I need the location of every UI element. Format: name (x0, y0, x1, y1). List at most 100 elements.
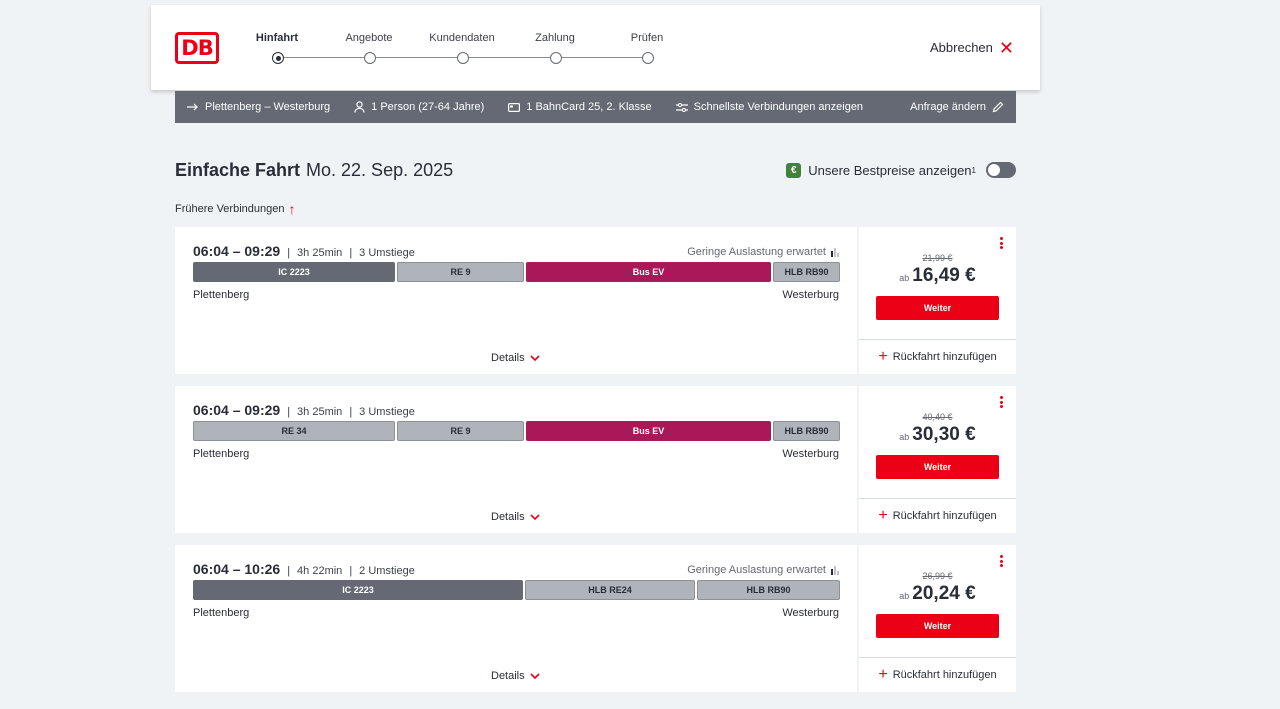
more-vertical-icon[interactable] (1000, 555, 1004, 567)
old-price: 21,99 € (922, 253, 953, 263)
details-toggle[interactable]: Details (491, 352, 540, 364)
destination-station: Westerburg (782, 289, 839, 301)
transfers: 2 Umstiege (359, 565, 415, 577)
connection-info[interactable]: 06:04 – 10:26 | 4h 22min | 2 Umstiege Ge… (175, 545, 857, 692)
connection-card: 06:04 – 10:26 | 4h 22min | 2 Umstiege Ge… (175, 545, 1016, 692)
results-title-row: Einfache Fahrt Mo. 22. Sep. 2025 € Unsere… (175, 160, 1016, 184)
price: ab 16,49 € (859, 265, 1016, 287)
connection-info[interactable]: 06:04 – 09:29 | 3h 25min | 3 Umstiege RE… (175, 386, 857, 533)
more-vertical-icon[interactable] (1000, 237, 1004, 249)
destination-station: Westerburg (782, 448, 839, 460)
step-kundendaten-label: Kundendaten (429, 32, 495, 44)
trip-type: Einfache Fahrt (175, 160, 301, 180)
price-panel: 21,99 € ab 16,49 € Weiter + Rückfahrt hin… (859, 227, 1016, 374)
separator: | (349, 247, 353, 259)
best-prices-label: Unsere Bestpreise anzeigen (808, 162, 972, 178)
old-price: 26,99 € (922, 571, 953, 581)
bahncard-text: 1 BahnCard 25, 2. Klasse (526, 101, 652, 113)
best-prices-toggle-row: € Unsere Bestpreise anzeigen 1 (786, 162, 1016, 178)
segment: Bus EV (526, 421, 771, 441)
segment: RE 9 (397, 421, 524, 441)
passenger-text: 1 Person (27-64 Jahre) (371, 101, 485, 113)
fastest-filter[interactable]: Schnellste Verbindungen anzeigen (675, 101, 864, 113)
segment: IC 2223 (193, 580, 523, 600)
step-hinfahrt-dot (272, 52, 284, 64)
separator: | (349, 406, 353, 418)
segment: HLB RB90 (697, 580, 840, 600)
departure-arrival-times: 06:04 – 09:29 (193, 243, 281, 259)
cancel-label: Abbrechen (930, 40, 993, 55)
add-return-label: Rückfahrt hinzufügen (892, 669, 997, 681)
add-return-button[interactable]: + Rückfahrt hinzufügen (859, 339, 1016, 374)
best-prices-toggle[interactable] (986, 162, 1016, 178)
plus-icon: + (878, 348, 888, 365)
connection-info[interactable]: 06:04 – 09:29 | 3h 25min | 3 Umstiege Ge… (175, 227, 857, 374)
destination-station: Westerburg (782, 607, 839, 619)
time-row: 06:04 – 10:26 | 4h 22min | 2 Umstiege (193, 561, 415, 577)
fastest-text: Schnellste Verbindungen anzeigen (693, 101, 864, 113)
transfers: 3 Umstiege (359, 247, 415, 259)
occupancy-text: Geringe Auslastung erwartet (687, 246, 826, 258)
step-pruefen-label: Prüfen (630, 32, 664, 44)
price: ab 30,30 € (859, 424, 1016, 446)
plus-icon: + (878, 507, 888, 524)
price-panel: 26,99 € ab 20,24 € Weiter + Rückfahrt hin… (859, 545, 1016, 692)
filter-icon (675, 102, 688, 112)
occupancy-icon (831, 565, 839, 575)
price-value: 16,49 € (912, 265, 976, 286)
pencil-icon (992, 101, 1004, 113)
change-request-button[interactable]: Anfrage ändern (910, 101, 1004, 113)
step-angebote-label: Angebote (345, 32, 393, 44)
segment: HLB RE24 (525, 580, 695, 600)
earlier-connections-link[interactable]: Frühere Verbindungen ↑ (175, 201, 295, 217)
chevron-down-icon (530, 671, 540, 682)
route-summary: Plettenberg – Westerburg (187, 101, 330, 113)
separator: | (287, 247, 291, 259)
segment: RE 34 (193, 421, 395, 441)
add-return-button[interactable]: + Rückfahrt hinzufügen (859, 498, 1016, 533)
route-text: Plettenberg – Westerburg (205, 101, 331, 113)
duration: 3h 25min (297, 406, 343, 418)
bestprice-euro-icon: € (786, 162, 802, 178)
price-prefix: ab (899, 273, 910, 283)
add-return-label: Rückfahrt hinzufügen (892, 351, 997, 363)
arrow-up-icon: ↑ (288, 201, 296, 217)
journey-segments: IC 2223 RE 9 Bus EV HLB RB90 (193, 262, 840, 282)
segment: HLB RB90 (773, 421, 840, 441)
step-zahlung-label: Zahlung (535, 32, 575, 44)
details-toggle[interactable]: Details (491, 511, 540, 523)
occupancy-info: Geringe Auslastung erwartet (687, 564, 839, 576)
route-arrow-icon (187, 103, 199, 111)
db-logo[interactable]: DB (175, 32, 219, 64)
close-icon: ✕ (998, 37, 1014, 58)
step-angebote-dot (364, 52, 376, 64)
person-icon (354, 101, 365, 113)
old-price: 40,40 € (922, 412, 953, 422)
bahncard-icon (508, 102, 521, 112)
departure-arrival-times: 06:04 – 10:26 (193, 561, 281, 577)
details-toggle[interactable]: Details (491, 670, 540, 682)
connection-card: 06:04 – 09:29 | 3h 25min | 3 Umstiege RE… (175, 386, 1016, 533)
add-return-label: Rückfahrt hinzufügen (892, 510, 997, 522)
continue-button[interactable]: Weiter (876, 455, 999, 479)
step-hinfahrt-label: Hinfahrt (255, 32, 299, 44)
chevron-down-icon (530, 353, 540, 364)
duration: 3h 25min (297, 247, 343, 259)
cancel-button[interactable]: Abbrechen ✕ (930, 37, 1014, 58)
transfers: 3 Umstiege (359, 406, 415, 418)
page-title: Einfache Fahrt Mo. 22. Sep. 2025 (175, 160, 453, 181)
add-return-button[interactable]: + Rückfahrt hinzufügen (859, 657, 1016, 692)
departure-arrival-times: 06:04 – 09:29 (193, 402, 281, 418)
chevron-down-icon (530, 512, 540, 523)
segment: RE 9 (397, 262, 524, 282)
plus-icon: + (878, 666, 888, 683)
continue-button[interactable]: Weiter (876, 614, 999, 638)
progress-stepper: Hinfahrt Angebote Kundendaten Zahlung Pr… (247, 5, 677, 90)
origin-station: Plettenberg (193, 289, 250, 301)
details-label: Details (491, 511, 525, 523)
time-row: 06:04 – 09:29 | 3h 25min | 3 Umstiege (193, 243, 415, 259)
more-vertical-icon[interactable] (1000, 396, 1004, 408)
booking-header: DB Hinfahrt Angebote Kundendaten Zahlung… (151, 5, 1040, 90)
occupancy-icon (831, 247, 839, 257)
continue-button[interactable]: Weiter (876, 296, 999, 320)
